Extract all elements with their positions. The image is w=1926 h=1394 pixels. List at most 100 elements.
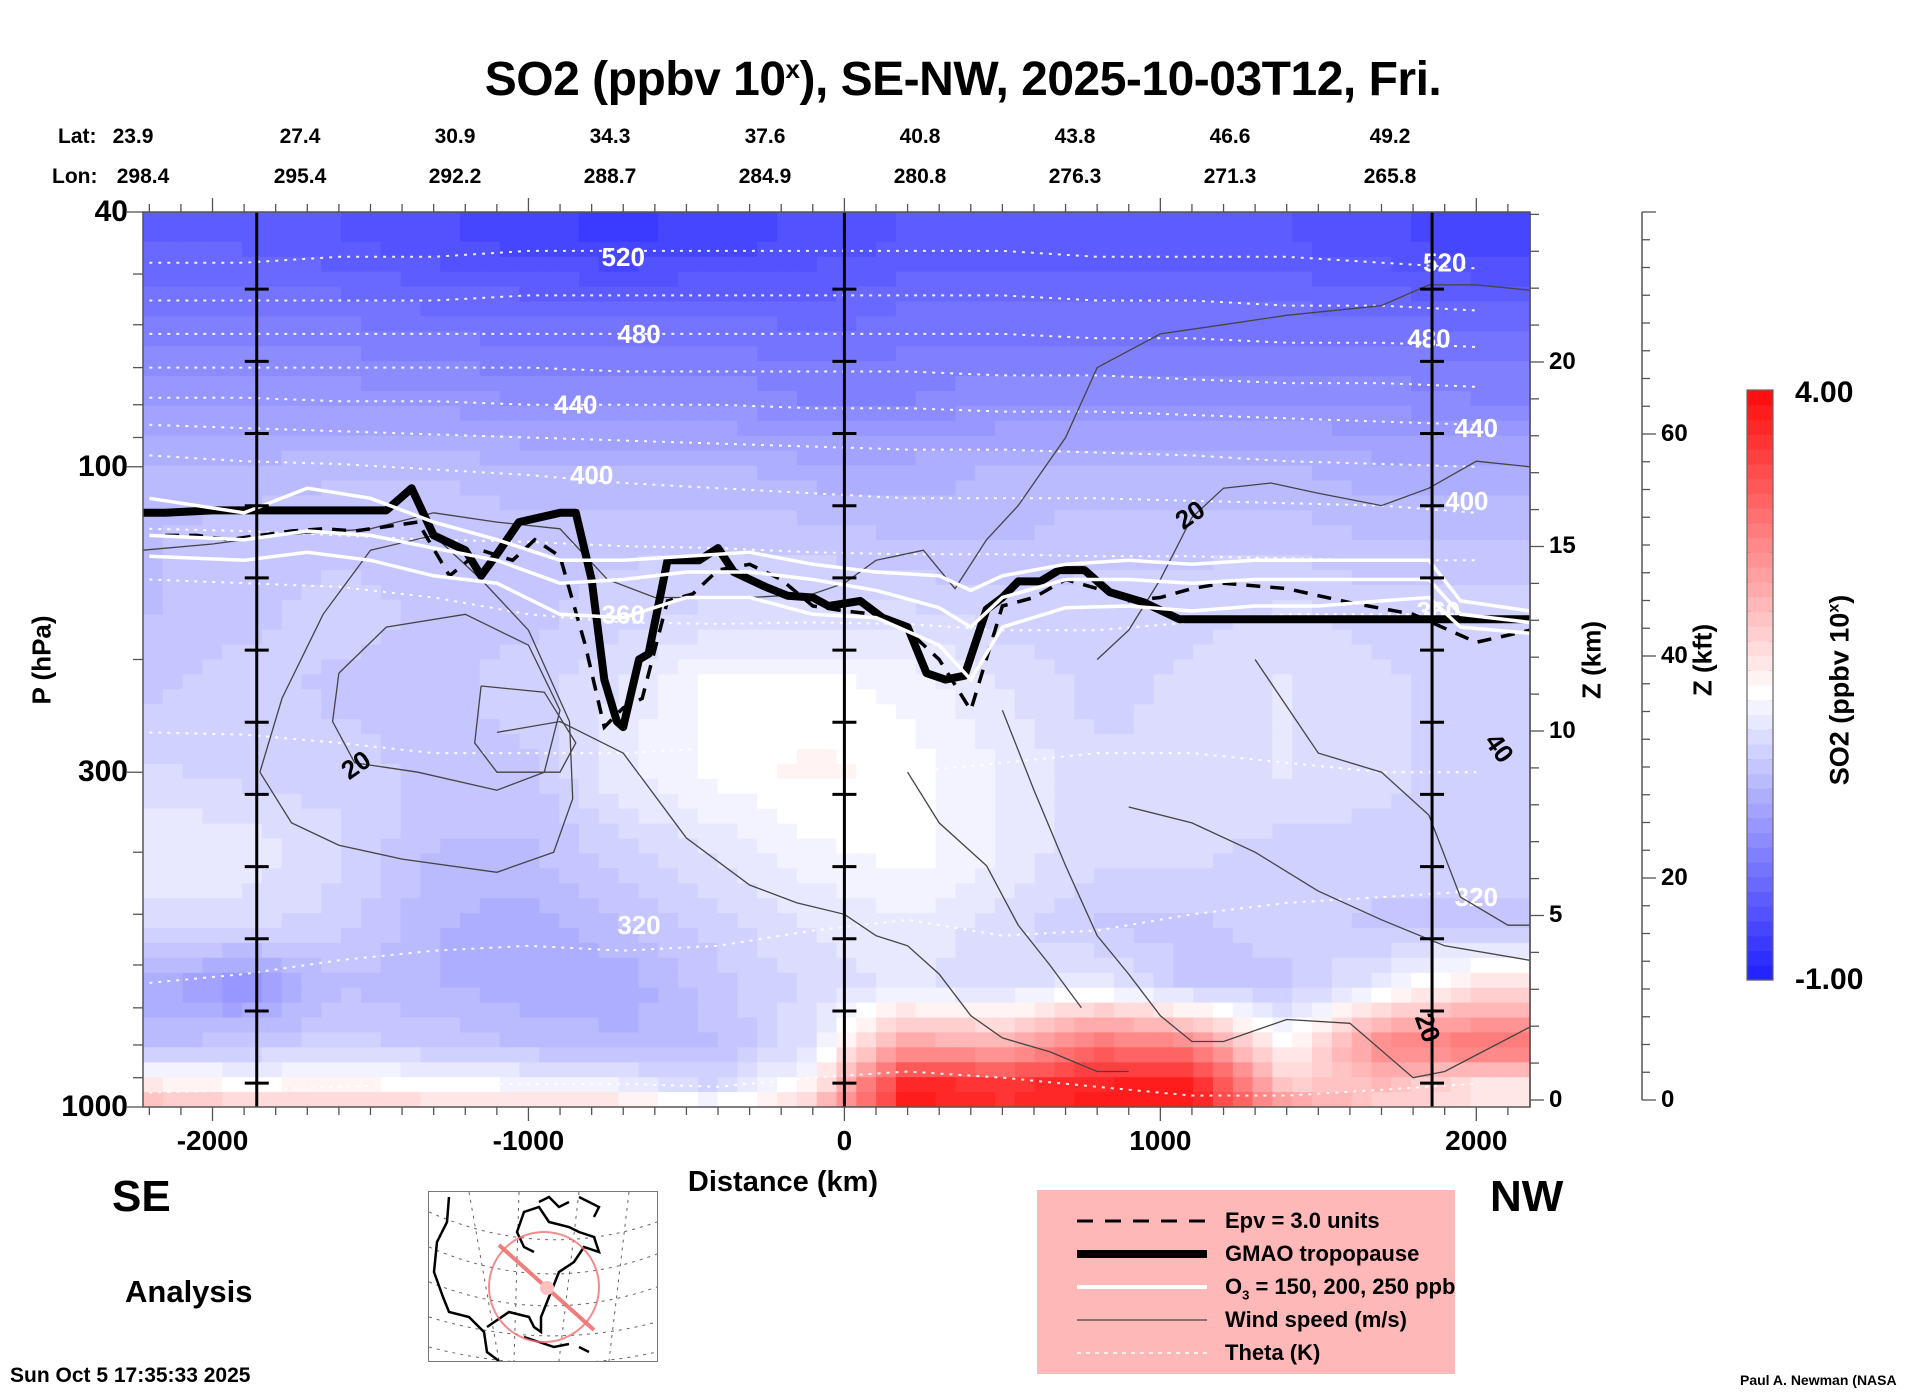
so2-cell — [519, 1092, 540, 1107]
so2-cell — [182, 450, 203, 467]
so2-cell — [1034, 868, 1055, 884]
so2-cell — [1490, 450, 1511, 467]
so2-cell — [1074, 376, 1095, 392]
so2-cell — [1133, 1062, 1155, 1078]
so2-cell — [1470, 271, 1491, 288]
so2-cell — [281, 465, 303, 482]
so2-cell — [1213, 241, 1234, 258]
so2-cell — [1411, 1062, 1432, 1078]
so2-cell — [202, 361, 223, 377]
so2-cell — [1272, 271, 1293, 288]
so2-cell — [1074, 838, 1095, 854]
so2-cell — [460, 778, 481, 795]
so2-cell — [975, 942, 996, 959]
so2-cell — [975, 465, 996, 482]
so2-cell — [321, 957, 342, 974]
so2-cell — [143, 913, 164, 929]
so2-cell — [1133, 226, 1155, 243]
so2-cell — [1371, 734, 1392, 750]
so2-cell — [1094, 435, 1115, 452]
so2-cell — [935, 391, 956, 407]
so2-cell — [836, 823, 857, 840]
so2-cell — [1371, 868, 1392, 884]
so2-cell — [1430, 957, 1452, 974]
so2-cell — [400, 555, 421, 571]
so2-cell — [816, 256, 838, 273]
so2-cell — [836, 898, 857, 914]
so2-cell — [559, 271, 580, 288]
so2-cell — [400, 704, 421, 720]
so2-cell — [1351, 674, 1373, 690]
so2-cell — [1094, 868, 1115, 884]
so2-cell — [1153, 256, 1174, 273]
so2-cell — [460, 1017, 481, 1033]
so2-cell — [479, 838, 501, 854]
so2-cell — [143, 271, 164, 288]
so2-cell — [1094, 883, 1115, 899]
so2-cell — [856, 1032, 877, 1048]
so2-cell — [1470, 361, 1491, 377]
so2-cell — [499, 599, 521, 616]
so2-cell — [1113, 734, 1135, 750]
so2-cell — [1252, 256, 1273, 273]
so2-cell — [836, 614, 857, 631]
so2-cell — [598, 376, 620, 392]
so2-cell — [1331, 808, 1353, 825]
so2-cell — [1153, 525, 1174, 541]
so2-cell — [182, 570, 203, 586]
so2-cell — [737, 778, 758, 795]
so2-cell — [1232, 629, 1254, 646]
colorbar-label-text: SO2 (ppbv 10x) — [1824, 594, 1855, 786]
so2-cell — [182, 599, 203, 616]
so2-cell — [777, 465, 798, 482]
so2-cell — [598, 972, 620, 989]
so2-cell — [202, 689, 223, 705]
so2-cell — [1074, 957, 1095, 974]
so2-cell — [856, 540, 877, 556]
so2-cell — [816, 241, 838, 258]
so2-cell — [915, 778, 937, 795]
so2-cell — [836, 734, 857, 750]
so2-cell — [1490, 808, 1511, 825]
so2-cell — [1510, 271, 1530, 288]
so2-cell — [975, 1032, 996, 1048]
so2-cell — [1153, 689, 1174, 705]
so2-cell — [162, 405, 184, 422]
so2-cell — [162, 644, 184, 661]
so2-cell — [737, 495, 758, 511]
so2-cell — [1193, 868, 1214, 884]
so2-cell — [1094, 928, 1115, 944]
so2-cell — [856, 853, 877, 869]
so2-cell — [1054, 435, 1075, 452]
so2-cell — [995, 480, 1016, 496]
so2-cell — [301, 241, 322, 258]
so2-cell — [1331, 883, 1353, 899]
so2-cell — [1292, 555, 1313, 571]
so2-cell — [1470, 1047, 1491, 1063]
so2-cell — [261, 674, 283, 690]
so2-cell — [1074, 420, 1095, 437]
so2-cell — [1272, 629, 1293, 646]
so2-cell — [1074, 256, 1095, 273]
so2-cell — [578, 898, 600, 914]
so2-cell — [816, 450, 838, 467]
so2-cell — [361, 942, 382, 959]
so2-cell — [975, 838, 996, 854]
so2-cell — [361, 391, 382, 407]
so2-cell — [440, 913, 461, 929]
so2-cell — [717, 241, 738, 258]
so2-cell — [1490, 316, 1511, 332]
so2-cell — [836, 838, 857, 854]
so2-cell — [499, 241, 521, 258]
so2-cell — [281, 913, 303, 929]
so2-cell — [242, 987, 263, 1004]
so2-cell — [261, 405, 283, 422]
so2-cell — [479, 584, 501, 601]
so2-cell — [1094, 316, 1115, 332]
so2-cell — [1054, 913, 1075, 929]
so2-cell — [737, 226, 758, 243]
so2-cell — [460, 987, 481, 1004]
so2-cell — [1113, 226, 1135, 243]
so2-cell — [618, 241, 639, 258]
so2-cell — [440, 644, 461, 661]
